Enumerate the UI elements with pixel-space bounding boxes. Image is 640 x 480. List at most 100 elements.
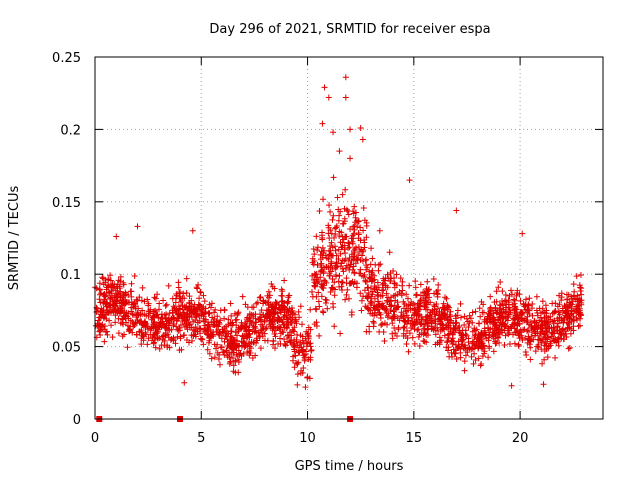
data-point bbox=[311, 282, 318, 289]
data-point bbox=[361, 244, 368, 251]
data-point bbox=[342, 94, 349, 101]
data-point bbox=[400, 325, 407, 332]
data-point bbox=[404, 295, 411, 302]
data-point bbox=[518, 309, 525, 316]
data-point bbox=[497, 314, 504, 321]
data-point bbox=[375, 291, 382, 298]
data-point bbox=[487, 293, 494, 300]
data-point bbox=[353, 244, 360, 251]
data-point bbox=[541, 315, 548, 322]
data-point bbox=[362, 278, 369, 285]
data-point bbox=[172, 340, 179, 347]
data-point bbox=[525, 301, 532, 308]
data-point bbox=[346, 244, 353, 251]
data-point bbox=[186, 299, 193, 306]
data-point bbox=[334, 263, 341, 270]
data-point bbox=[556, 311, 563, 318]
data-point bbox=[177, 322, 184, 329]
data-point bbox=[495, 284, 502, 291]
data-point bbox=[357, 266, 364, 273]
data-point bbox=[560, 326, 567, 333]
data-point bbox=[521, 326, 528, 333]
data-point bbox=[316, 332, 323, 339]
data-point bbox=[277, 340, 284, 347]
data-point bbox=[175, 284, 182, 291]
data-point bbox=[461, 358, 468, 365]
data-point bbox=[130, 320, 137, 327]
data-point bbox=[340, 268, 347, 275]
data-point bbox=[131, 273, 138, 280]
data-point bbox=[209, 314, 216, 321]
data-point bbox=[152, 344, 159, 351]
data-point bbox=[186, 321, 193, 328]
data-point bbox=[356, 248, 363, 255]
data-point bbox=[119, 305, 126, 312]
data-point bbox=[383, 290, 390, 297]
points-layer bbox=[92, 74, 585, 422]
data-point bbox=[135, 305, 142, 312]
x-tick-label: 10 bbox=[299, 431, 316, 446]
data-point bbox=[541, 348, 548, 355]
data-point bbox=[341, 205, 348, 212]
data-point bbox=[555, 335, 562, 342]
data-point bbox=[556, 330, 563, 337]
data-point bbox=[339, 279, 346, 286]
data-point bbox=[457, 300, 464, 307]
data-point bbox=[406, 282, 413, 289]
data-point bbox=[320, 309, 327, 316]
data-point bbox=[443, 344, 450, 351]
data-point bbox=[499, 298, 506, 305]
data-point bbox=[343, 262, 350, 269]
data-point bbox=[335, 278, 342, 285]
data-point bbox=[350, 230, 357, 237]
data-point bbox=[358, 307, 365, 314]
data-point bbox=[180, 332, 187, 339]
data-point bbox=[239, 293, 246, 300]
data-point bbox=[101, 338, 108, 345]
data-point bbox=[246, 330, 253, 337]
data-point bbox=[100, 315, 107, 322]
data-point bbox=[323, 255, 330, 262]
data-point bbox=[389, 330, 396, 337]
data-point bbox=[365, 289, 372, 296]
data-point bbox=[487, 304, 494, 311]
data-point bbox=[212, 306, 219, 313]
data-point bbox=[266, 306, 273, 313]
data-point bbox=[575, 323, 582, 330]
data-point bbox=[232, 369, 239, 376]
data-point bbox=[554, 323, 561, 330]
data-point bbox=[177, 333, 184, 340]
data-point bbox=[191, 301, 198, 308]
data-point bbox=[252, 319, 259, 326]
data-point bbox=[382, 284, 389, 291]
data-point bbox=[441, 332, 448, 339]
data-point bbox=[152, 295, 159, 302]
data-point bbox=[468, 353, 475, 360]
data-point bbox=[514, 320, 521, 327]
data-point bbox=[374, 292, 381, 299]
data-point bbox=[551, 317, 558, 324]
data-point bbox=[170, 321, 177, 328]
data-point bbox=[379, 292, 386, 299]
data-point bbox=[230, 349, 237, 356]
data-point bbox=[281, 299, 288, 306]
data-point bbox=[98, 290, 105, 297]
x-tick-label: 20 bbox=[512, 431, 529, 446]
data-point bbox=[519, 230, 526, 237]
data-point bbox=[353, 284, 360, 291]
data-point bbox=[241, 344, 248, 351]
data-point bbox=[318, 280, 325, 287]
data-point bbox=[513, 321, 520, 328]
data-point bbox=[308, 288, 315, 295]
data-point bbox=[423, 304, 430, 311]
data-point bbox=[436, 308, 443, 315]
data-point bbox=[544, 328, 551, 335]
data-point bbox=[291, 344, 298, 351]
data-point bbox=[414, 305, 421, 312]
data-point bbox=[577, 297, 584, 304]
data-point bbox=[434, 291, 441, 298]
data-point bbox=[469, 319, 476, 326]
data-point bbox=[257, 345, 264, 352]
data-point bbox=[99, 274, 106, 281]
data-point bbox=[324, 305, 331, 312]
